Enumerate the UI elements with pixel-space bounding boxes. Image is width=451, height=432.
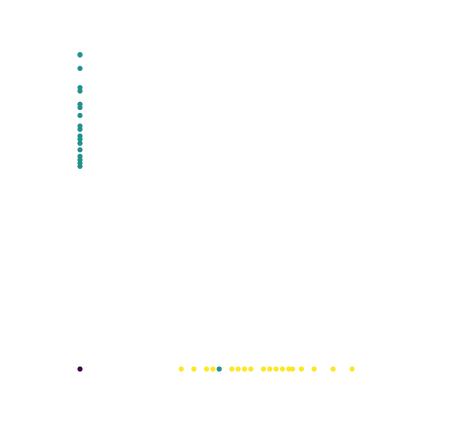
scatter-point-series-2-13 [289, 366, 296, 372]
scatter-point-series-2-3 [210, 366, 216, 372]
scatter-point-series-1-2 [77, 65, 83, 72]
scatter-point-series-2-2 [203, 366, 210, 372]
scatter-point-series-1-11 [77, 136, 83, 142]
scatter-point-series-2-14 [298, 366, 305, 372]
scatter-point-series-0-0 [77, 366, 83, 372]
scatter-point-series-2-0 [178, 366, 184, 372]
scatter-point-series-2-10 [273, 366, 279, 372]
scatter-point-series-1-18 [216, 366, 222, 372]
scatter-point-series-1-4 [77, 88, 83, 94]
scatter-point-series-1-13 [77, 147, 83, 153]
scatter-point-series-2-15 [311, 366, 317, 372]
scatter-point-series-2-17 [349, 366, 355, 372]
points-layer [77, 51, 355, 372]
scatter-point-series-1-17 [77, 163, 83, 169]
scatter-point-series-2-8 [260, 366, 267, 372]
scatter-point-series-2-7 [248, 366, 254, 372]
scatter-point-series-1-7 [77, 112, 83, 119]
scatter-point-series-2-11 [279, 366, 286, 372]
scatter-point-series-2-1 [191, 366, 197, 372]
scatter-point-series-2-16 [330, 366, 336, 372]
scatter-point-series-2-9 [267, 366, 273, 372]
scatter-point-series-2-4 [229, 366, 235, 372]
scatter-point-series-2-6 [241, 366, 248, 372]
scatter-point-series-1-12 [77, 140, 83, 146]
scatter-point-series-2-5 [235, 366, 241, 372]
scatter-point-series-2-12 [286, 366, 292, 372]
scatter-point-series-1-1 [77, 52, 83, 58]
scatter-point-series-1-9 [77, 126, 83, 132]
scatter-point-series-1-6 [77, 104, 83, 111]
